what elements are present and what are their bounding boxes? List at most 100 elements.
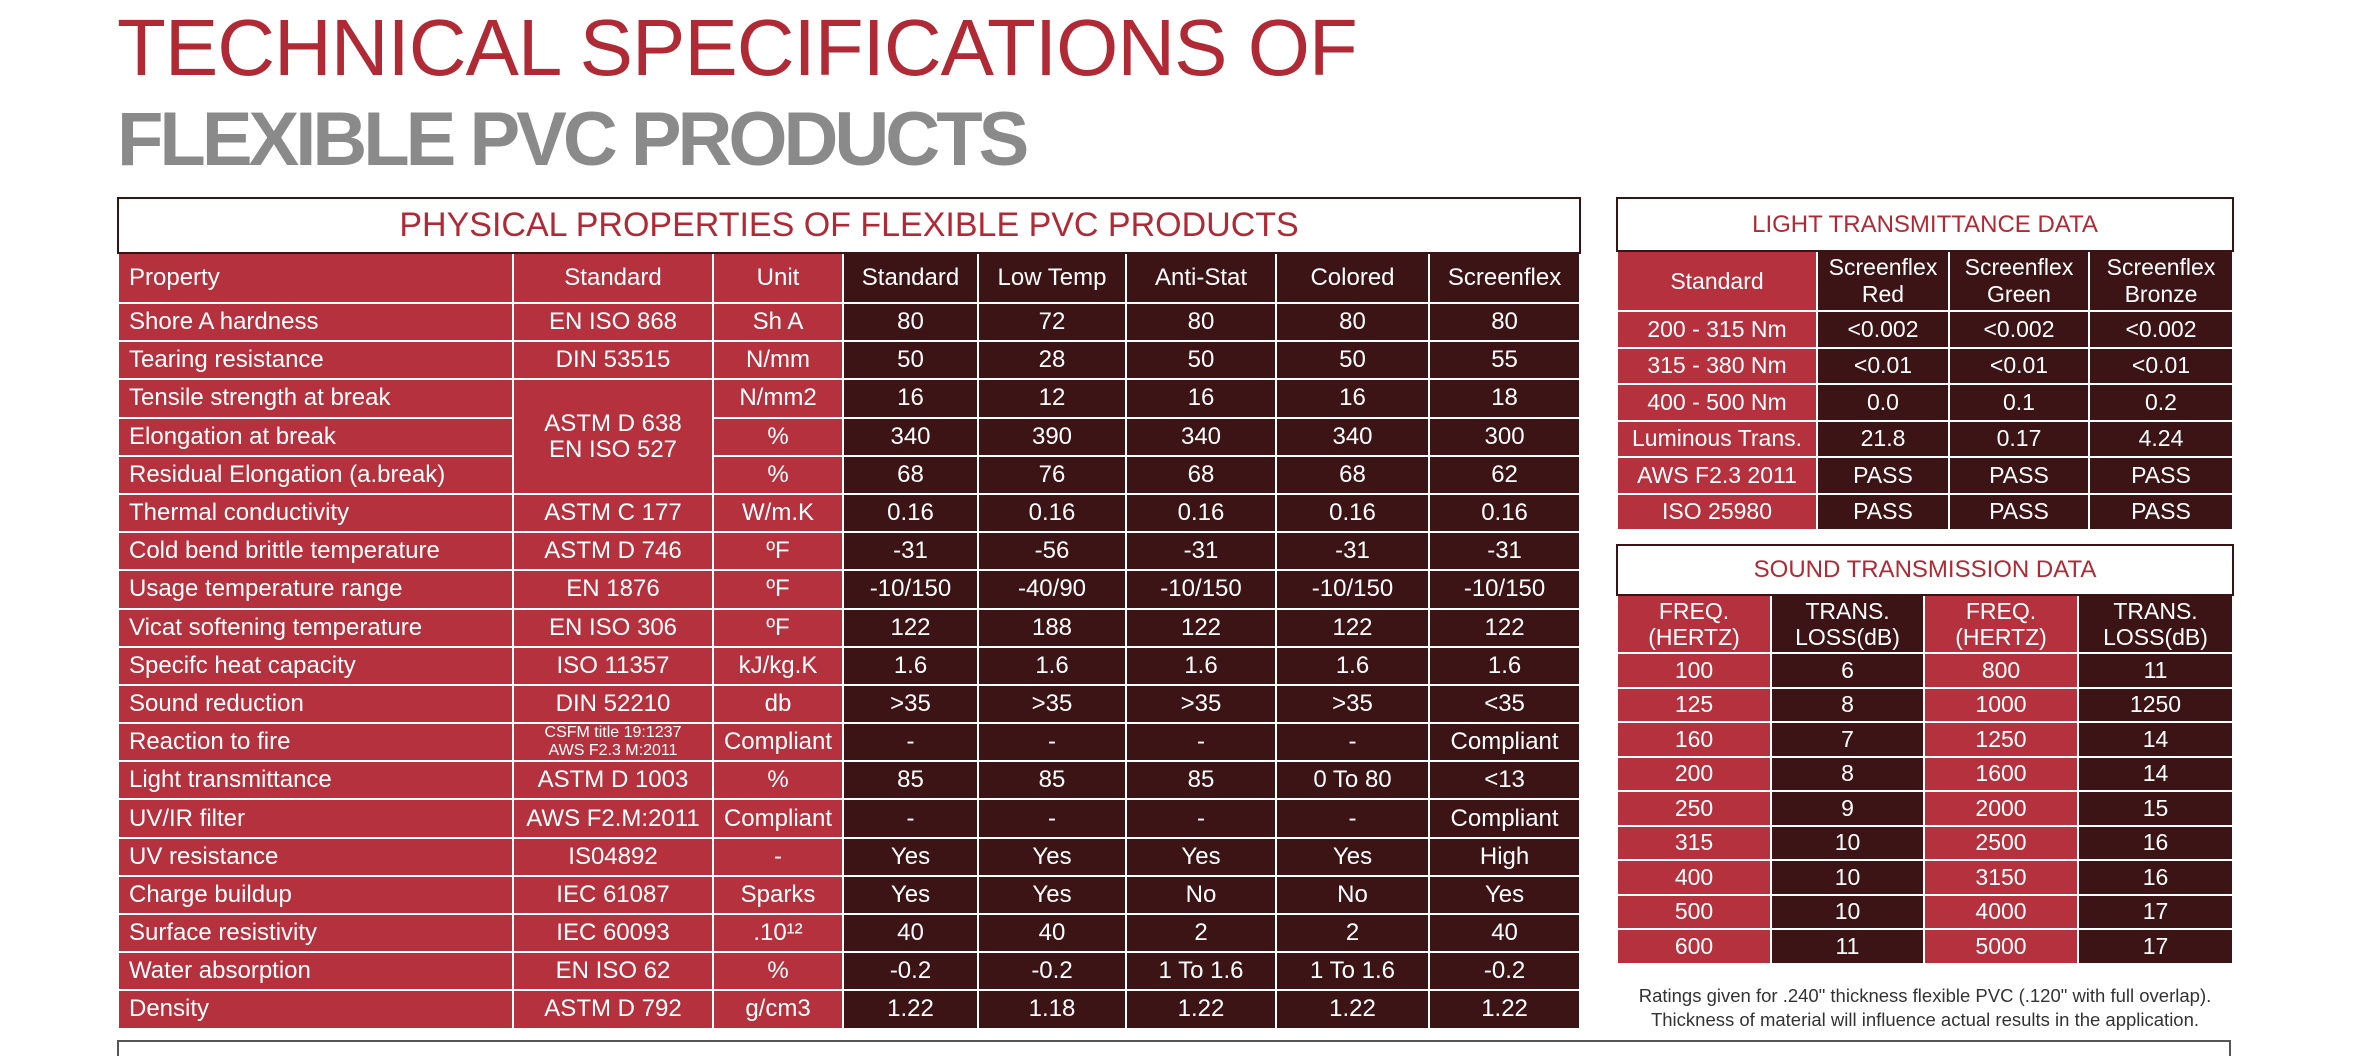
table-row: 100 6 800 11: [1616, 652, 2235, 689]
trans-loss-cell: 1250: [2076, 686, 2235, 723]
value-cell: Yes: [1125, 836, 1277, 877]
property-name: Surface resistivity: [117, 912, 514, 954]
table-row: 315 - 380 Nm <0.01 <0.01 <0.01: [1616, 346, 2234, 385]
value-cell: 16: [1275, 378, 1430, 419]
physical-header-row: Property Standard Unit Standard Low Temp Anti…: [117, 252, 1582, 304]
value-cell: -: [977, 798, 1127, 839]
physical-properties-table: PHYSICAL PROPERTIES OF FLEXIBLE PVC PROD…: [116, 197, 1582, 1030]
value-cell: Yes: [842, 836, 979, 877]
value-cell: 72: [977, 301, 1127, 343]
value-cell: 0.0: [1816, 383, 1950, 422]
table-row: Vicat softening temperature EN ISO 306 ºF 1…: [117, 607, 1582, 648]
value-cell: 4.24: [2088, 419, 2234, 458]
value-cell: 340: [1275, 416, 1430, 457]
trans-loss-cell: 16: [2076, 824, 2235, 861]
physical-title-row: PHYSICAL PROPERTIES OF FLEXIBLE PVC PROD…: [116, 197, 1582, 254]
table-row: UV resistance IS04892- Yes Yes Yes Yes High: [117, 836, 1582, 877]
value-cell: 21.8: [1816, 419, 1950, 458]
value-cell: 40: [842, 912, 979, 954]
column-header: Colored: [1275, 252, 1430, 304]
standard-cell: 400 - 500 Nm: [1616, 383, 1818, 422]
frequency-cell: 1000: [1923, 686, 2079, 723]
unit-cell: ºF: [712, 531, 844, 572]
ratings-note-line1: Ratings given for .240" thickness flexib…: [1638, 985, 2212, 1006]
unit-cell: db: [712, 683, 844, 725]
standard-cell: ISO 25980: [1616, 492, 1818, 531]
value-cell: 1.6: [1275, 645, 1430, 686]
value-cell: PASS: [1948, 492, 2090, 531]
table-row: 200 - 315 Nm <0.002 <0.002 <0.002: [1616, 310, 2234, 349]
frequency-cell: 250: [1616, 790, 1772, 827]
value-cell: 1.18: [977, 989, 1127, 1030]
standard-cell: ASTM D 792: [512, 989, 714, 1030]
table-row: Tensile strength at break ASTM D 638 EN IS…: [117, 378, 1582, 495]
standard-line2: EN ISO 527: [548, 435, 678, 463]
unit-cell: ºF: [712, 607, 844, 648]
table-row: UV/IR filter AWS F2.M:2011 Compliant - - - - Co…: [117, 798, 1582, 839]
value-cell: -: [1125, 798, 1277, 839]
value-cell: 122: [1275, 607, 1430, 648]
frequency-cell: 3150: [1923, 859, 2079, 896]
property-name: Light transmittance: [117, 760, 514, 801]
frequency-cell: 315: [1616, 824, 1772, 861]
ratings-note: Ratings given for .240" thickness flexib…: [1590, 984, 2260, 1032]
trans-loss-cell: 17: [2076, 893, 2235, 930]
frequency-cell: 600: [1616, 928, 1772, 965]
table-row: Luminous Trans. 21.8 0.17 4.24: [1616, 419, 2234, 458]
value-cell: Yes: [1275, 836, 1430, 877]
page-title-line2: FLEXIBLE PVC PRODUCTS: [117, 97, 1029, 182]
frequency-cell: 500: [1616, 893, 1772, 930]
value-cell: 340: [1125, 416, 1277, 457]
value-cell: 0.16: [1275, 492, 1430, 534]
table-row: Surface resistivity IEC 60093.10¹² 40 40 2 2 4…: [117, 912, 1582, 954]
value-cell: <0.002: [1816, 310, 1950, 349]
value-cell: 50: [842, 340, 979, 381]
unit-cell: N/mm2: [712, 378, 844, 419]
standard-line2: AWS F2.3 M:2011: [548, 742, 678, 760]
table-row: Sound reduction DIN 52210 db >35 >35 >35 >35 <3…: [117, 683, 1582, 725]
value-cell: 62: [1427, 454, 1582, 495]
frequency-cell: 4000: [1923, 893, 2079, 930]
property-name: Vicat softening temperature: [117, 607, 514, 648]
unit-cell: g/cm3: [712, 989, 844, 1030]
value-cell: 85: [842, 760, 979, 801]
sound-title-row: SOUND TRANSMISSION DATA: [1615, 544, 2235, 596]
trans-loss-cell: 9: [1770, 790, 1925, 827]
value-cell: 1.22: [1275, 989, 1430, 1030]
value-cell: Compliant: [1427, 722, 1582, 763]
unit-cell: .10¹²: [712, 912, 844, 954]
standard-cell: ASTM C 177: [512, 492, 714, 534]
value-cell: -0.2: [842, 951, 979, 992]
frequency-cell: 400: [1616, 859, 1772, 896]
value-cell: 76: [977, 454, 1127, 495]
frequency-cell: 100: [1616, 652, 1772, 689]
property-name: Elongation at break: [117, 416, 514, 457]
trans-loss-cell: 11: [2076, 652, 2235, 689]
value-cell: 80: [1427, 301, 1582, 343]
unit-cell: Sh A: [712, 301, 844, 343]
value-cell: 1.6: [1125, 645, 1277, 686]
value-cell: 1.6: [977, 645, 1127, 686]
value-cell: >35: [842, 683, 979, 725]
value-cell: 16: [1125, 378, 1277, 419]
value-cell: 85: [977, 760, 1127, 801]
value-cell: -10/150: [1125, 569, 1277, 610]
value-cell: <0.01: [1948, 346, 2090, 385]
table-row: Cold bend brittle temperature ASTM D 746 º…: [117, 531, 1582, 572]
value-cell: Yes: [977, 874, 1127, 916]
standard-cell: DIN 53515: [512, 340, 714, 381]
property-name: Tensile strength at break: [117, 378, 514, 419]
value-cell: 68: [842, 454, 979, 495]
value-cell: 80: [842, 301, 979, 343]
trans-loss-cell: 7: [1770, 721, 1925, 758]
standard-cell: ISO 11357: [512, 645, 714, 686]
trans-loss-cell: 14: [2076, 755, 2235, 792]
value-cell: 0 To 80: [1275, 760, 1430, 801]
frequency-cell: 200: [1616, 755, 1772, 792]
value-cell: 1.22: [842, 989, 979, 1030]
value-cell: Yes: [842, 874, 979, 916]
trans-loss-cell: 16: [2076, 859, 2235, 896]
unit-cell: N/mm: [712, 340, 844, 381]
column-header: Screenflex Bronze: [2088, 250, 2234, 312]
unit-cell: Sparks: [712, 874, 844, 916]
